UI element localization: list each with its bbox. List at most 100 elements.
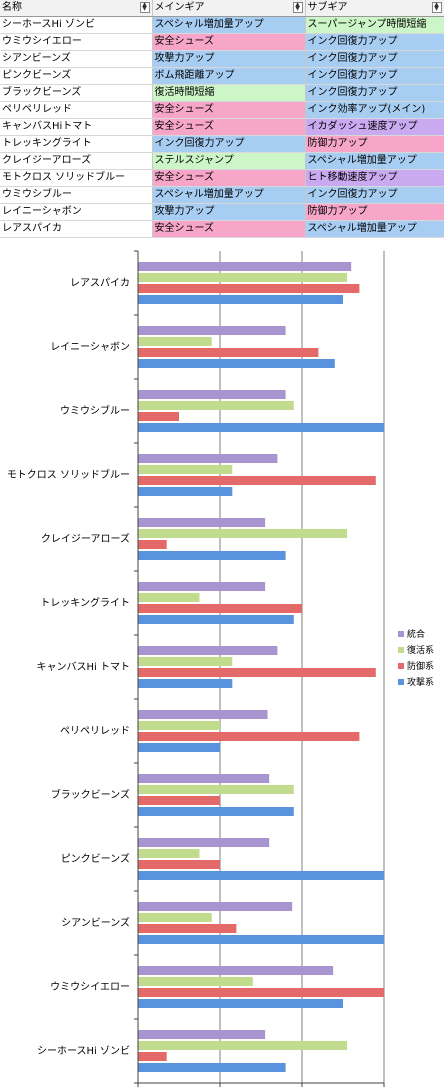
cell-name[interactable]: ペリペリレッド xyxy=(0,101,153,119)
bar-3 xyxy=(138,924,237,933)
filter-dropdown-icon[interactable]: ▲ ▼ xyxy=(292,2,303,13)
bar-4 xyxy=(138,999,343,1008)
category-label: モトクロス ソリッドブルー xyxy=(7,468,130,481)
cell-main-gear[interactable]: 攻撃力アップ xyxy=(152,50,306,68)
bar-4 xyxy=(138,679,233,688)
cell-name[interactable]: シアンビーンズ xyxy=(0,50,153,68)
cell-main-gear[interactable]: 安全シューズ xyxy=(152,33,306,51)
cell-main-gear[interactable]: インク回復力アップ xyxy=(152,135,306,153)
bar-4 xyxy=(138,359,335,368)
cell-sub-gear[interactable]: インク回復力アップ xyxy=(305,67,444,85)
bar-3 xyxy=(138,1052,167,1061)
bar-1 xyxy=(138,774,270,783)
bar-4 xyxy=(138,1063,286,1072)
table-row: モトクロス ソリッドブルー 安全シューズ ヒト移動速度アップ xyxy=(0,169,444,187)
cell-name[interactable]: ピンクビーンズ xyxy=(0,67,153,85)
bar-3 xyxy=(138,476,376,485)
cell-name[interactable]: トレッキングライト xyxy=(0,135,153,153)
cell-name[interactable]: レアスパイカ xyxy=(0,220,153,238)
column-header-main-gear[interactable]: メインギア ▲ ▼ xyxy=(152,0,306,17)
cell-sub-gear[interactable]: インク回復力アップ xyxy=(305,33,444,51)
bar-4 xyxy=(138,743,220,752)
cell-main-gear[interactable]: 安全シューズ xyxy=(152,169,306,187)
table-row: ピンクビーンズ ボム飛距離アップ インク回復力アップ xyxy=(0,67,444,85)
cell-name[interactable]: モトクロス ソリッドブルー xyxy=(0,169,153,187)
cell-sub-gear[interactable]: 防御力アップ xyxy=(305,135,444,153)
cell-sub-gear[interactable]: イカダッシュ速度アップ xyxy=(305,118,444,136)
legend-swatch xyxy=(398,647,404,653)
bar-4 xyxy=(138,807,294,816)
table-row: シーホースHi ゾンビ スペシャル増加量アップ スーパージャンプ時間短縮 xyxy=(0,16,444,34)
bar-4 xyxy=(138,423,384,432)
category-label: シアンビーンズ xyxy=(61,916,130,929)
bar-1 xyxy=(138,390,286,399)
bar-2 xyxy=(138,465,233,474)
bar-4 xyxy=(138,295,343,304)
cell-main-gear[interactable]: 復活時間短縮 xyxy=(152,84,306,102)
cell-sub-gear[interactable]: インク回復力アップ xyxy=(305,84,444,102)
bar-3 xyxy=(138,348,319,357)
bar-3 xyxy=(138,988,384,997)
bar-1 xyxy=(138,838,270,847)
cell-name[interactable]: キャンバスHiトマト xyxy=(0,118,153,136)
bar-2 xyxy=(138,273,348,282)
cell-name[interactable]: ウミウシブルー xyxy=(0,186,153,204)
column-header-name[interactable]: 名称 ▲ ▼ xyxy=(0,0,153,17)
cell-name[interactable]: クレイジーアローズ xyxy=(0,152,153,170)
table-row: レアスパイカ 安全シューズ スペシャル増加量アップ xyxy=(0,220,444,238)
legend-label: 復活系 xyxy=(407,644,434,656)
category-label: レアスパイカ xyxy=(70,277,130,289)
table-row: シアンビーンズ 攻撃力アップ インク回復力アップ xyxy=(0,50,444,68)
bar-3 xyxy=(138,284,360,293)
bar-3 xyxy=(138,412,179,421)
bar-1 xyxy=(138,966,334,975)
cell-sub-gear[interactable]: インク回復力アップ xyxy=(305,186,444,204)
bar-2 xyxy=(138,401,294,410)
table-row: レイニーシャボン 攻撃力アップ 防御力アップ xyxy=(0,203,444,221)
cell-main-gear[interactable]: 安全シューズ xyxy=(152,220,306,238)
cell-sub-gear[interactable]: 防御力アップ xyxy=(305,203,444,221)
bar-2 xyxy=(138,849,200,858)
bar-4 xyxy=(138,615,294,624)
filter-dropdown-icon[interactable]: ▲ ▼ xyxy=(431,2,442,13)
bar-2 xyxy=(138,977,253,986)
bar-1 xyxy=(138,262,352,271)
cell-name[interactable]: ブラックビーンズ xyxy=(0,84,153,102)
cell-sub-gear[interactable]: インク効率アップ(メイン) xyxy=(305,101,444,119)
bar-3 xyxy=(138,732,360,741)
bar-2 xyxy=(138,913,212,922)
cell-name[interactable]: シーホースHi ゾンビ xyxy=(0,16,153,34)
cell-main-gear[interactable]: 安全シューズ xyxy=(152,118,306,136)
cell-name[interactable]: ウミウシイエロー xyxy=(0,33,153,51)
cell-main-gear[interactable]: ボム飛距離アップ xyxy=(152,67,306,85)
cell-sub-gear[interactable]: インク回復力アップ xyxy=(305,50,444,68)
cell-main-gear[interactable]: ステルスジャンプ xyxy=(152,152,306,170)
cell-main-gear[interactable]: スペシャル増加量アップ xyxy=(152,186,306,204)
bar-4 xyxy=(138,487,233,496)
legend-label: 統合 xyxy=(407,628,425,640)
cell-main-gear[interactable]: 攻撃力アップ xyxy=(152,203,306,221)
bar-1 xyxy=(138,454,278,463)
category-label: ウミウシイエロー xyxy=(50,981,130,993)
cell-sub-gear[interactable]: スペシャル増加量アップ xyxy=(305,152,444,170)
category-label: クレイジーアローズ xyxy=(41,532,130,545)
column-header-sub-gear[interactable]: サブギア ▲ ▼ xyxy=(305,0,444,17)
category-label: ウミウシブルー xyxy=(60,404,130,417)
cell-main-gear[interactable]: スペシャル増加量アップ xyxy=(152,16,306,34)
column-header-label: 名称 xyxy=(2,2,22,13)
table-row: トレッキングライト インク回復力アップ 防御力アップ xyxy=(0,135,444,153)
filter-dropdown-icon[interactable]: ▲ ▼ xyxy=(139,2,150,13)
table-row: ブラックビーンズ 復活時間短縮 インク回復力アップ xyxy=(0,84,444,102)
cell-sub-gear[interactable]: スペシャル増加量アップ xyxy=(305,220,444,238)
table-row: ウミウシイエロー 安全シューズ インク回復力アップ xyxy=(0,33,444,51)
category-label: ブラックビーンズ xyxy=(51,788,130,801)
table-row: ウミウシブルー スペシャル増加量アップ インク回復力アップ xyxy=(0,186,444,204)
column-header-label: メインギア xyxy=(154,2,205,13)
cell-sub-gear[interactable]: ヒト移動速度アップ xyxy=(305,169,444,187)
cell-sub-gear[interactable]: スーパージャンプ時間短縮 xyxy=(305,16,444,34)
bar-1 xyxy=(138,902,293,911)
legend-label: 攻撃系 xyxy=(407,676,434,688)
cell-name[interactable]: レイニーシャボン xyxy=(0,203,153,221)
cell-main-gear[interactable]: 安全シューズ xyxy=(152,101,306,119)
